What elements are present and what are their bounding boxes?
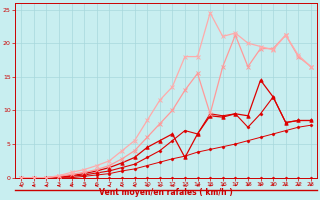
X-axis label: Vent moyen/en rafales ( km/h ): Vent moyen/en rafales ( km/h ) xyxy=(99,188,233,197)
